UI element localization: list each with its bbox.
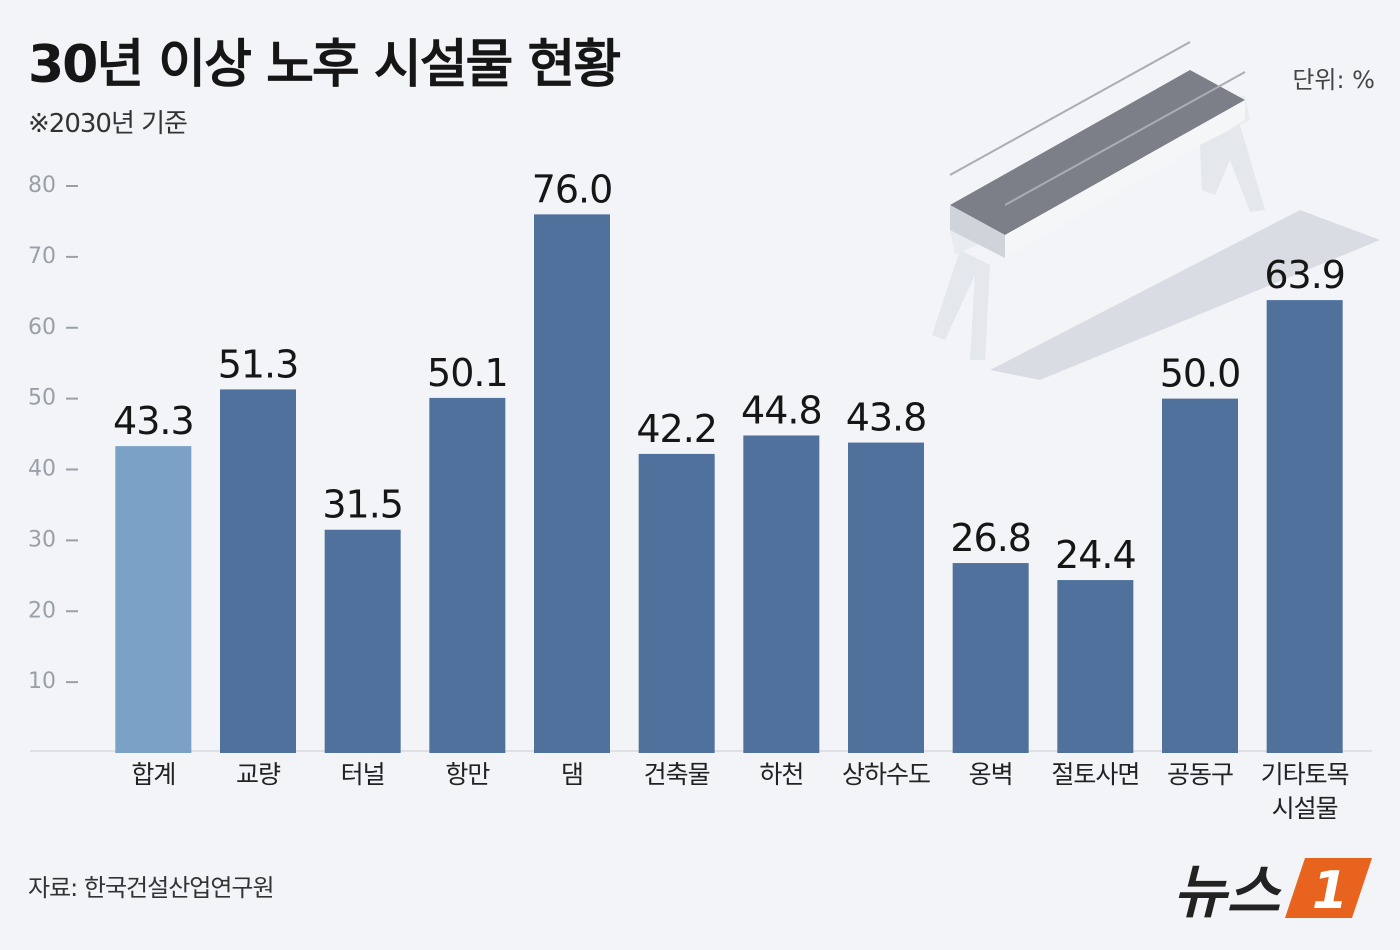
- value-label: 50.1: [427, 351, 508, 395]
- x-tick-label: 건축물: [643, 760, 711, 789]
- x-tick-label: 합계: [131, 760, 176, 789]
- value-label: 76.0: [532, 167, 613, 211]
- x-tick-label: 댐: [560, 760, 584, 789]
- x-tick-label: 공동구: [1166, 760, 1234, 789]
- y-tick-label: 10: [28, 669, 56, 694]
- logo: 뉴스 1: [1173, 858, 1372, 926]
- x-tick-label: 교량: [235, 760, 281, 789]
- logo-text: 뉴스: [1173, 858, 1282, 926]
- bar: [952, 563, 1029, 753]
- logo-badge: [1285, 858, 1372, 918]
- x-tick-label: 옹벽: [968, 760, 1014, 789]
- value-label: 43.3: [113, 399, 194, 443]
- x-tick-label: 상하수도: [841, 760, 931, 789]
- x-tick-label: 터널: [340, 760, 386, 789]
- y-tick-label: 40: [28, 457, 56, 482]
- bar: [429, 397, 506, 753]
- y-tick-label: 80: [28, 173, 56, 198]
- bar: [1266, 300, 1343, 753]
- y-tick-label: 20: [28, 598, 56, 623]
- value-label: 24.4: [1055, 533, 1136, 577]
- value-label: 51.3: [218, 342, 299, 386]
- bar: [1162, 398, 1238, 753]
- bar: [848, 442, 924, 753]
- value-label: 63.9: [1264, 253, 1345, 297]
- chart-title: 30년 이상 노후 시설물 현황: [28, 35, 620, 95]
- logo-mark: 1: [1312, 861, 1348, 921]
- bar: [115, 446, 192, 753]
- bar: [220, 389, 296, 753]
- x-tick-label: 하천: [759, 760, 804, 789]
- x-tick-label: 항만: [445, 760, 490, 789]
- bar: [1057, 580, 1134, 753]
- chart-subtitle: ※2030년 기준: [28, 109, 187, 139]
- x-tick-label: 절토사면: [1051, 760, 1140, 789]
- value-label: 26.8: [950, 516, 1031, 560]
- y-tick-label: 60: [28, 315, 56, 340]
- y-tick-label: 30: [28, 527, 56, 552]
- y-tick-label: 70: [28, 244, 56, 269]
- bridge-illustration: [932, 41, 1380, 380]
- bar: [638, 453, 715, 753]
- y-tick-label: 50: [28, 386, 56, 411]
- value-label: 44.8: [741, 388, 822, 432]
- x-tick-label: 기타토목 시설물: [1260, 760, 1350, 823]
- unit-label: 단위: %: [1292, 66, 1375, 94]
- bar: [743, 435, 820, 753]
- value-label: 31.5: [322, 483, 403, 527]
- value-label: 43.8: [846, 396, 927, 440]
- source: 자료: 한국건설산업연구원: [28, 874, 274, 902]
- bar: [324, 529, 401, 753]
- value-label: 42.2: [636, 407, 717, 451]
- value-label: 50.0: [1160, 352, 1241, 396]
- bar: [534, 214, 610, 754]
